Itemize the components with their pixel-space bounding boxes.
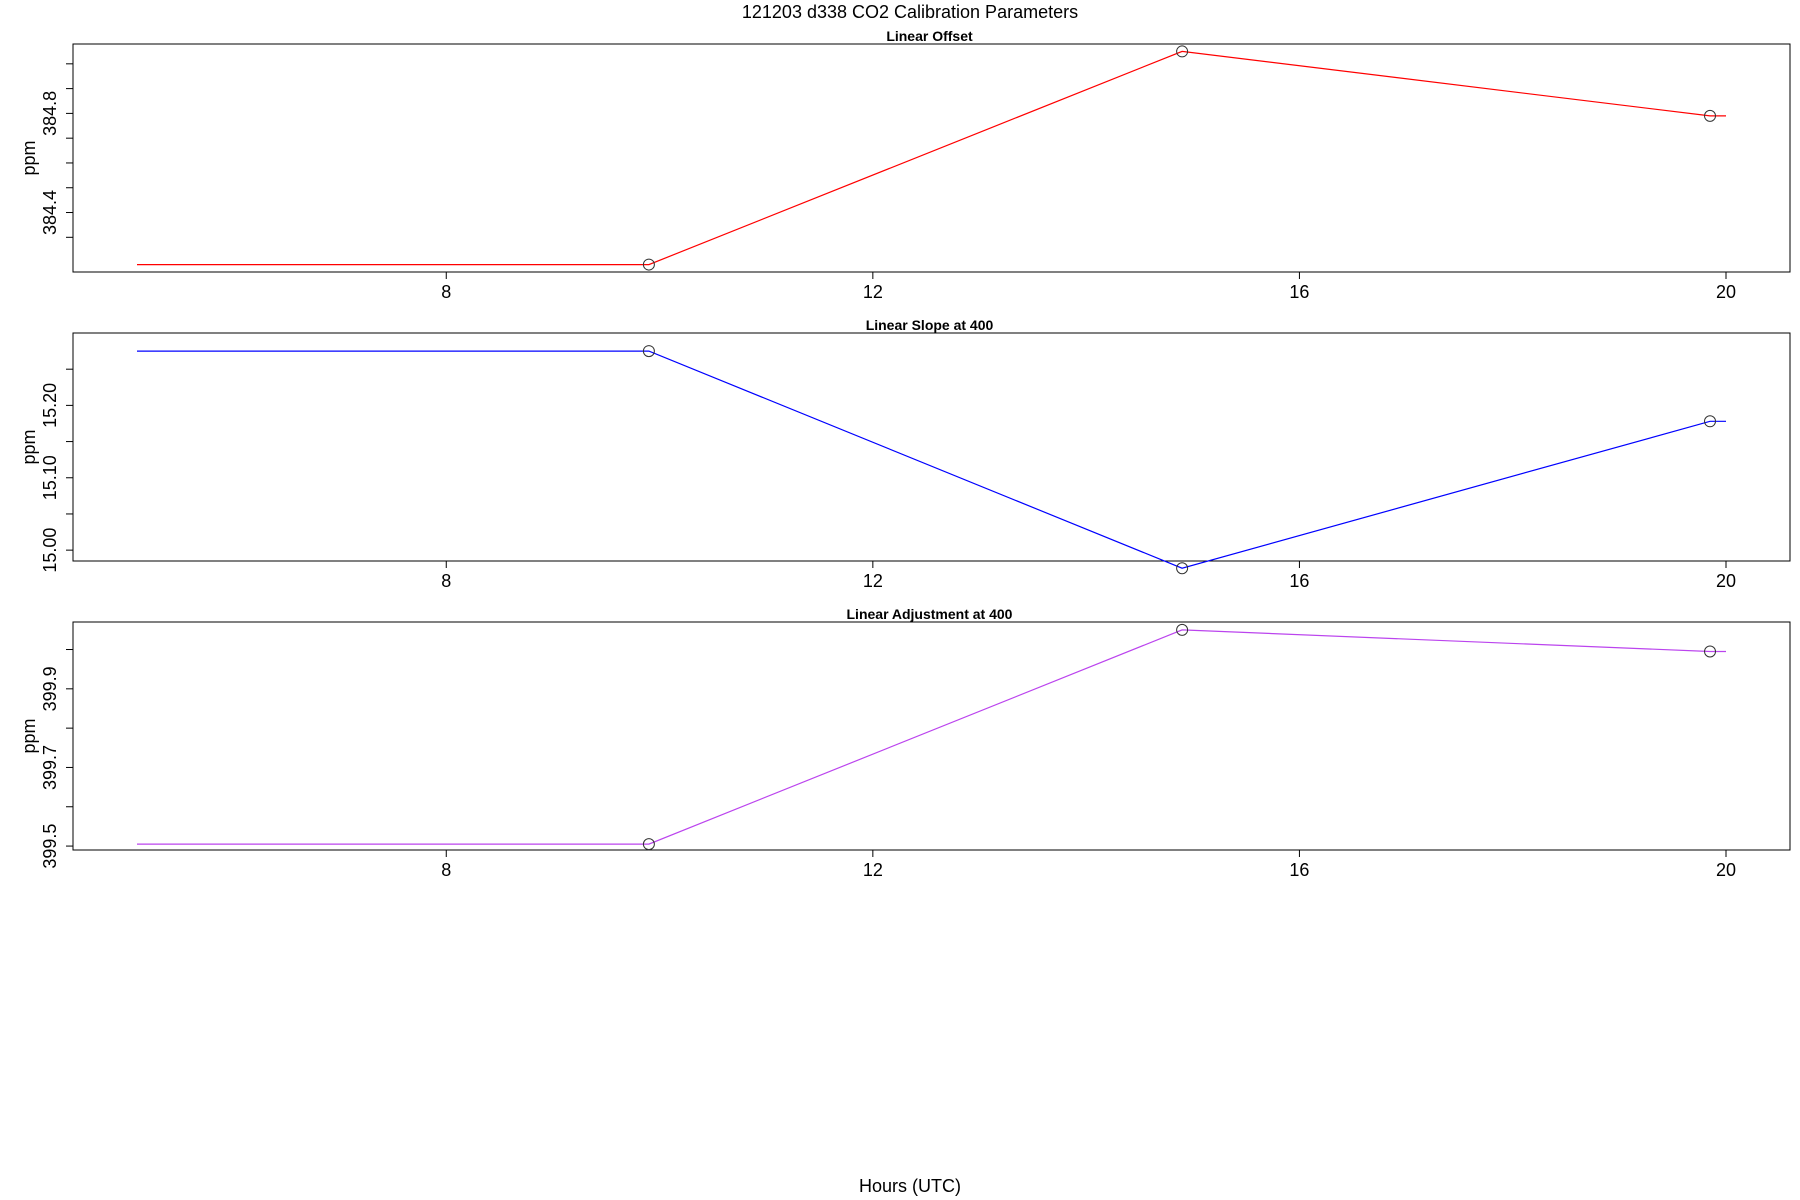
x-tick-label: 16 bbox=[1289, 282, 1309, 302]
x-tick-label: 20 bbox=[1716, 282, 1736, 302]
x-tick-label: 8 bbox=[441, 571, 451, 591]
y-axis-label: ppm bbox=[19, 718, 39, 753]
y-tick-label: 15.20 bbox=[40, 383, 60, 428]
data-point-marker bbox=[1176, 623, 1189, 636]
series-line bbox=[137, 350, 1726, 569]
data-point-marker bbox=[642, 838, 655, 851]
y-tick-label: 15.00 bbox=[40, 528, 60, 573]
series-line bbox=[137, 50, 1726, 266]
y-axis-label: ppm bbox=[19, 140, 39, 175]
y-axis-label: ppm bbox=[19, 429, 39, 464]
x-axis-label: Hours (UTC) bbox=[859, 1176, 961, 1196]
x-tick-label: 16 bbox=[1289, 571, 1309, 591]
data-point-marker bbox=[642, 345, 655, 358]
data-point-marker bbox=[1704, 109, 1717, 122]
y-tick-label: 399.7 bbox=[40, 745, 60, 790]
series-line bbox=[137, 629, 1726, 845]
data-point-marker bbox=[1176, 562, 1189, 575]
data-point-marker bbox=[642, 258, 655, 271]
y-tick-label: 399.9 bbox=[40, 666, 60, 711]
panel-title: Linear Offset bbox=[886, 28, 973, 44]
data-point-marker bbox=[1176, 45, 1189, 58]
figure-title: 121203 d338 CO2 Calibration Parameters bbox=[742, 2, 1078, 22]
plot-frame bbox=[72, 621, 1791, 851]
x-tick-label: 8 bbox=[441, 282, 451, 302]
x-tick-label: 20 bbox=[1716, 860, 1736, 880]
y-tick-label: 399.5 bbox=[40, 824, 60, 869]
x-tick-label: 16 bbox=[1289, 860, 1309, 880]
data-point-marker bbox=[1704, 415, 1717, 428]
x-tick-label: 12 bbox=[863, 282, 883, 302]
data-point-marker bbox=[1704, 645, 1717, 658]
x-tick-label: 8 bbox=[441, 860, 451, 880]
x-tick-label: 12 bbox=[863, 571, 883, 591]
x-tick-label: 20 bbox=[1716, 571, 1736, 591]
y-tick-label: 384.8 bbox=[40, 91, 60, 136]
plot-frame bbox=[72, 43, 1791, 273]
panel-title: Linear Adjustment at 400 bbox=[847, 606, 1013, 622]
y-tick-label: 15.10 bbox=[40, 455, 60, 500]
panel-title: Linear Slope at 400 bbox=[866, 317, 994, 333]
plot-frame bbox=[72, 332, 1791, 562]
x-tick-label: 12 bbox=[863, 860, 883, 880]
y-tick-label: 384.4 bbox=[40, 190, 60, 235]
